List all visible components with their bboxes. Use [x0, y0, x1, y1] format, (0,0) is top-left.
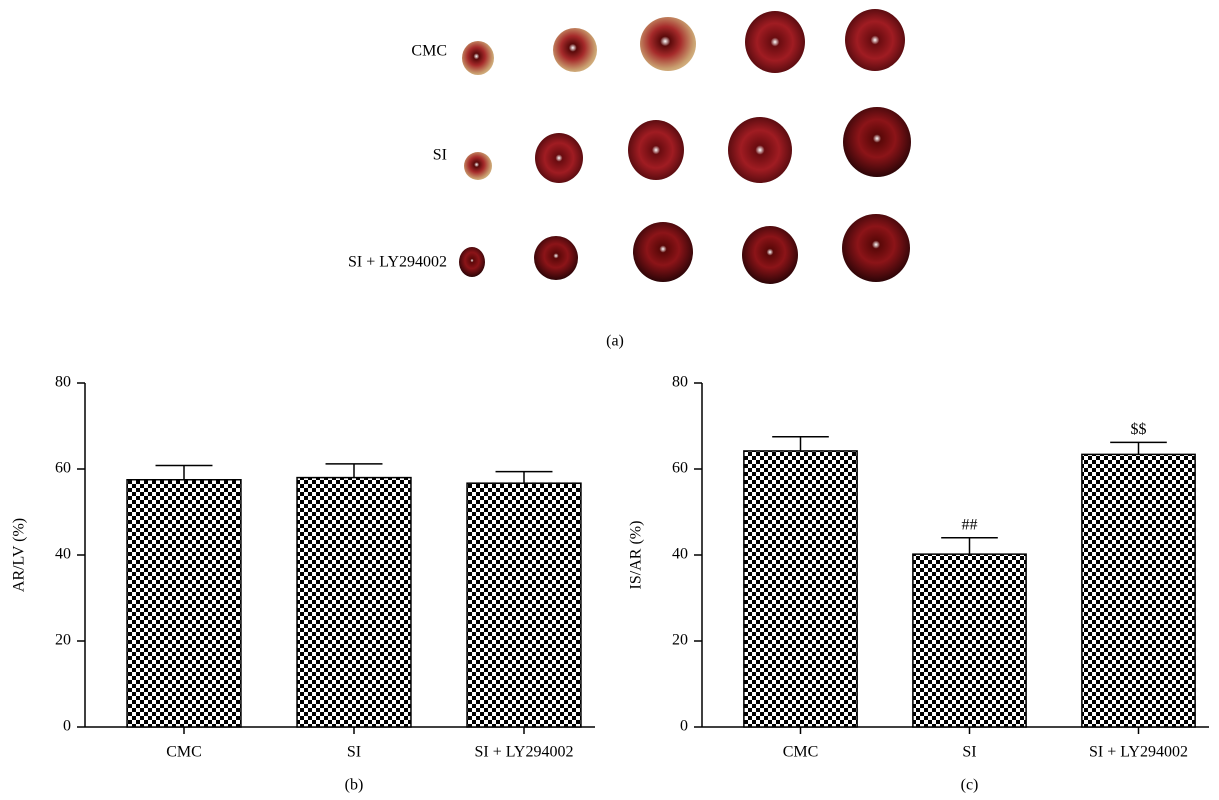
x-tick-label: SI [962, 744, 976, 761]
y-tick-label: 80 [672, 374, 688, 391]
y-tick-label: 40 [55, 546, 71, 563]
y-tick-label: 80 [55, 374, 71, 391]
heart-photos [459, 9, 911, 284]
panel-label: (c) [961, 777, 979, 794]
bar [913, 554, 1026, 727]
figure: CMC SI SI + LY294002 (a) 0 20 40 60 80 AR/LV … [0, 0, 1219, 800]
x-tick-label: CMC [166, 744, 202, 761]
bar [744, 451, 857, 727]
bar [127, 480, 241, 727]
y-tick-label: 0 [63, 718, 71, 735]
x-tick-label: SI [347, 744, 361, 761]
y-tick-label: 20 [672, 632, 688, 649]
y-tick-label: 0 [680, 718, 688, 735]
x-tick-label: CMC [783, 744, 819, 761]
bar [297, 478, 411, 727]
bar [467, 483, 581, 727]
row-label: SI + LY294002 [348, 254, 447, 271]
annotation: ## [962, 516, 978, 533]
annotation: $$ [1131, 421, 1147, 438]
y-tick-label: 60 [672, 460, 688, 477]
panel-label: (a) [606, 333, 624, 350]
y-axis-label: IS/AR (%) [628, 521, 645, 590]
panel-label: (b) [345, 777, 364, 794]
y-tick-label: 60 [55, 460, 71, 477]
x-tick-label: SI + LY294002 [475, 744, 574, 761]
row-label: SI [433, 147, 447, 164]
y-axis-label: AR/LV (%) [11, 518, 28, 592]
y-tick-label: 20 [55, 632, 71, 649]
bar [1082, 454, 1195, 727]
row-label: CMC [411, 43, 447, 60]
x-tick-label: SI + LY294002 [1089, 744, 1188, 761]
y-tick-label: 40 [672, 546, 688, 563]
